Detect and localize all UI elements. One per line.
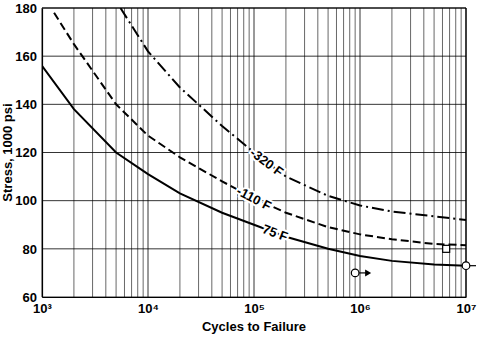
y-tick-label: 180	[15, 1, 37, 16]
y-tick: 160	[15, 49, 42, 64]
y-axis-line	[42, 9, 43, 298]
y-axis: 60 80 100 120 140 160 180	[15, 1, 42, 305]
y-tick-label: 160	[15, 49, 37, 64]
curve-label: -110 F	[234, 183, 274, 214]
curve-label: -320 F	[247, 145, 286, 180]
runout-point	[462, 262, 476, 270]
grid-line	[42, 104, 466, 105]
series-line	[42, 66, 466, 266]
y-tick-label: 140	[15, 97, 37, 112]
runout-arrow	[470, 265, 476, 266]
grid	[42, 8, 466, 297]
y-tick: 80	[23, 241, 42, 256]
y-tick-label: 100	[15, 193, 37, 208]
marks	[42, 8, 476, 277]
grid-line	[42, 297, 466, 298]
y-tick-label: 80	[23, 241, 37, 256]
curve-labels: -320 F-110 F 75 F	[234, 145, 290, 245]
x-tick-label: 10⁴	[138, 301, 159, 316]
y-tick: 180	[15, 1, 42, 16]
chart: 10³10⁴10⁵10⁶10⁷6080100120140160180-320 F…	[0, 0, 480, 337]
frame	[465, 8, 466, 297]
x-tick: 10⁴	[138, 297, 159, 316]
x-tick-label: 10⁵	[244, 301, 265, 316]
y-tick: 140	[15, 97, 42, 112]
y-tick: 60	[23, 290, 42, 305]
runout-marker	[351, 269, 359, 277]
x-axis: 10³10⁴10⁵10⁶10⁷	[33, 297, 476, 316]
runout-marker	[462, 262, 470, 270]
x-tick: 10⁶	[350, 297, 370, 316]
runout-point	[351, 269, 371, 277]
grid-line	[42, 8, 466, 9]
y-tick: 100	[15, 193, 42, 208]
y-tick: 120	[15, 145, 42, 160]
runout-point	[443, 245, 450, 252]
grid-line	[42, 248, 466, 249]
grid-line	[42, 8, 43, 297]
x-tick: 10⁵	[244, 297, 265, 316]
x-tick-label: 10⁷	[457, 301, 477, 316]
y-tick-label: 120	[15, 145, 37, 160]
grid-line	[42, 56, 466, 57]
x-tick-label: 10⁶	[350, 301, 370, 316]
y-axis-title: Stress, 1000 psi	[0, 103, 15, 201]
x-tick: 10⁷	[457, 297, 477, 316]
x-axis-line	[43, 297, 467, 298]
runout-arrowhead	[365, 269, 371, 276]
series-line	[54, 13, 466, 245]
curve-label: 75 F	[260, 221, 290, 244]
grid-line	[466, 8, 467, 297]
y-tick-label: 60	[23, 290, 37, 305]
frame	[42, 7, 466, 8]
plot: 10³10⁴10⁵10⁶10⁷6080100120140160180-320 F…	[15, 1, 480, 317]
x-axis-title: Cycles to Failure	[202, 319, 306, 334]
